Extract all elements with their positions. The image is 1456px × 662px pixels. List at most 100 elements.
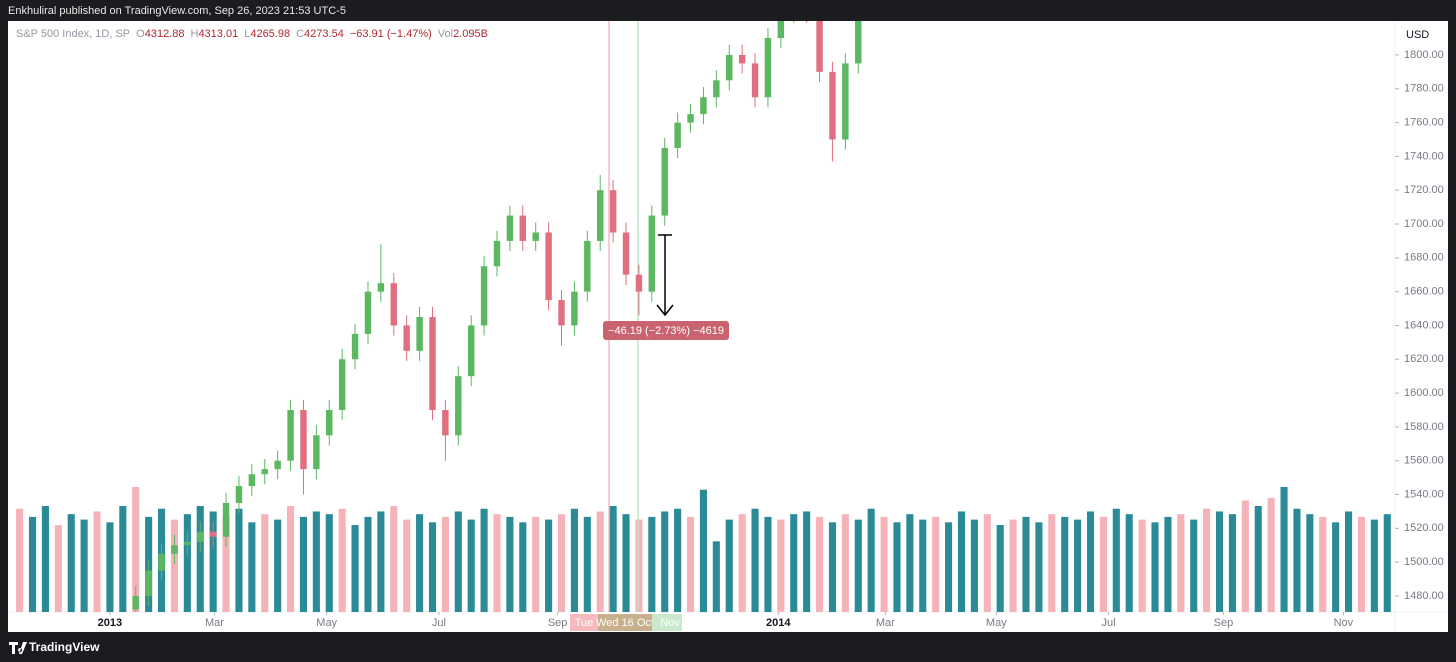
volume-bar: [493, 514, 501, 612]
volume-bar: [712, 541, 720, 612]
candle-body: [132, 595, 139, 610]
volume-bar: [1061, 516, 1069, 612]
candle-body: [184, 541, 191, 546]
volume-bar: [880, 516, 888, 612]
volume-bar: [1228, 514, 1236, 612]
volume-bar: [1022, 516, 1030, 612]
y-tick-label: 1720.00: [1404, 184, 1444, 196]
volume-bar: [1112, 508, 1120, 612]
y-tick-label: 1800.00: [1404, 49, 1444, 61]
volume-bar: [622, 514, 630, 612]
volume-bar: [1215, 511, 1224, 612]
volume-bar: [93, 511, 101, 612]
volume-bar: [351, 525, 359, 612]
volume-bar: [67, 514, 75, 612]
volume-layer: [16, 487, 1391, 612]
x-tick-label: Jul: [1102, 617, 1116, 629]
volume-bar: [777, 519, 785, 612]
candle-body: [416, 317, 423, 351]
y-tick-label: 1600.00: [1404, 387, 1444, 399]
volume-bar: [1151, 522, 1159, 612]
candle-body: [442, 409, 449, 436]
volume-bar: [1048, 514, 1056, 612]
legend-key: L: [244, 28, 250, 40]
volume-bar: [312, 511, 320, 612]
candle-body: [248, 474, 256, 487]
legend: S&P 500 Index, 1D, SP O4312.88 H4313.01 L42…: [16, 28, 488, 40]
volume-bar: [54, 525, 62, 612]
volume-bar: [325, 514, 333, 612]
volume-bar: [519, 522, 527, 612]
candle-body: [506, 215, 514, 241]
legend-key: O: [136, 28, 145, 40]
crosshair-label-bg: [652, 614, 682, 631]
candle-body: [274, 460, 281, 470]
volume-bar: [28, 516, 37, 612]
volume-bar: [661, 511, 669, 612]
volume-bar: [1203, 508, 1211, 612]
x-tick-label: Mar: [205, 617, 224, 629]
currency-box: [1399, 26, 1435, 44]
candle-body: [842, 63, 849, 140]
volume-bar: [970, 519, 978, 612]
volume-bar: [506, 516, 514, 612]
candle-body: [351, 333, 359, 360]
brand-logo: [9, 642, 27, 654]
y-tick-label: 1680.00: [1404, 252, 1444, 264]
candle-body: [209, 531, 217, 537]
volume-bar: [377, 511, 385, 612]
volume-bar: [674, 508, 682, 612]
candle-body: [829, 71, 836, 140]
volume-bar: [725, 519, 733, 612]
y-tick-label: 1780.00: [1404, 83, 1444, 95]
candle-body: [584, 240, 591, 292]
measure-box: [603, 321, 729, 340]
y-tick-label: 1560.00: [1404, 455, 1444, 467]
candle-body: [648, 215, 656, 292]
volume-bar: [854, 519, 862, 612]
publish-info: Enkhuliral published on TradingView.com,…: [8, 5, 346, 17]
volume-bar: [1009, 519, 1017, 612]
candle-body: [635, 274, 643, 292]
x-tick-label: 2014: [766, 617, 791, 629]
candle-body: [158, 553, 165, 571]
y-tick-label: 1520.00: [1404, 522, 1444, 534]
candle-body: [364, 291, 372, 334]
y-tick-label: 1740.00: [1404, 150, 1444, 162]
volume-bar: [170, 519, 178, 612]
volume-bar: [480, 508, 488, 612]
candle-body: [713, 80, 720, 98]
volume-bar: [119, 506, 127, 612]
candle-body: [287, 409, 294, 461]
candle-body: [338, 359, 346, 410]
volume-bar: [1241, 500, 1249, 612]
candle-body: [171, 545, 178, 554]
volume-bar: [1190, 519, 1198, 612]
volume-bar: [583, 516, 591, 612]
volume-bar: [1138, 519, 1146, 612]
candle-body: [519, 215, 527, 241]
volume-bar: [209, 511, 217, 612]
volume-bar: [570, 508, 578, 612]
y-tick-label: 1760.00: [1404, 116, 1444, 128]
volume-bar: [738, 514, 746, 612]
legend-value: 4313.01: [198, 28, 238, 40]
volume-bar: [532, 516, 540, 612]
axis-layer: 1480.00 1500.00 1520.00 1540.00 1560.00 1580.…: [98, 49, 1444, 629]
measure-arrowhead: [656, 304, 674, 317]
candle-body: [596, 190, 604, 241]
candle-body: [622, 232, 630, 275]
volume-bar: [467, 519, 475, 612]
crosshair-label-bg: [570, 614, 598, 631]
volume-bar: [816, 516, 824, 612]
candle-body: [467, 325, 475, 377]
volume-bar: [235, 508, 243, 612]
volume-bar: [867, 508, 875, 612]
volume-bar: [183, 514, 191, 612]
legend-key: C: [296, 28, 304, 40]
candle-body: [235, 486, 243, 503]
candle-body: [455, 376, 462, 436]
candle-body: [493, 240, 501, 267]
